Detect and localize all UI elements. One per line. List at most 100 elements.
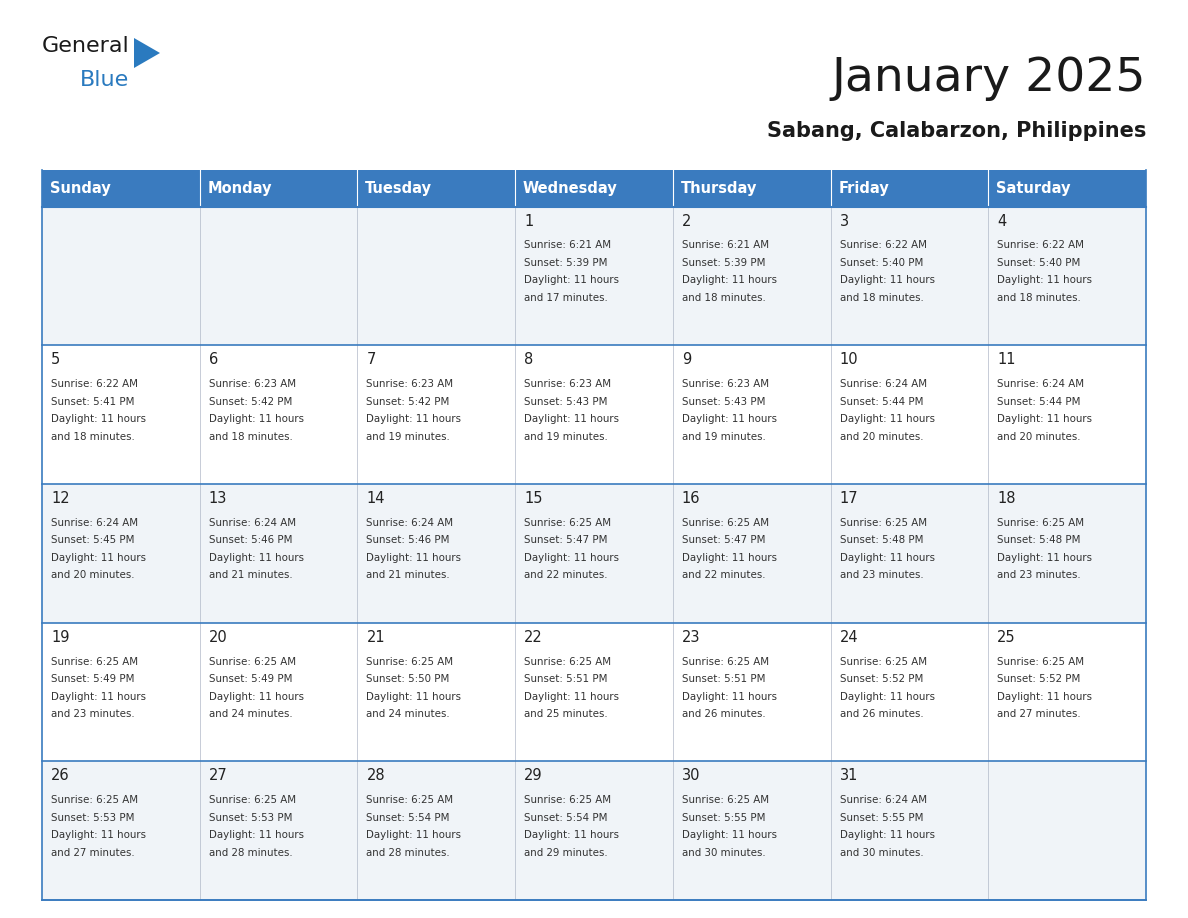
Text: Sunset: 5:50 PM: Sunset: 5:50 PM <box>366 674 450 684</box>
Text: and 19 minutes.: and 19 minutes. <box>682 431 765 442</box>
Text: and 17 minutes.: and 17 minutes. <box>524 293 608 303</box>
Text: Daylight: 11 hours: Daylight: 11 hours <box>840 691 935 701</box>
Text: Sunset: 5:42 PM: Sunset: 5:42 PM <box>366 397 450 407</box>
Bar <box>42 622 1146 761</box>
Text: 5: 5 <box>51 353 61 367</box>
Text: and 22 minutes.: and 22 minutes. <box>524 570 607 580</box>
Text: 3: 3 <box>840 214 848 229</box>
Text: Daylight: 11 hours: Daylight: 11 hours <box>51 553 146 563</box>
Text: Daylight: 11 hours: Daylight: 11 hours <box>997 275 1092 285</box>
Text: Daylight: 11 hours: Daylight: 11 hours <box>524 553 619 563</box>
Text: Sunset: 5:53 PM: Sunset: 5:53 PM <box>51 812 134 823</box>
Text: and 24 minutes.: and 24 minutes. <box>209 709 292 719</box>
Text: 2: 2 <box>682 214 691 229</box>
Text: Sunrise: 6:25 AM: Sunrise: 6:25 AM <box>997 518 1085 528</box>
Text: Sunset: 5:53 PM: Sunset: 5:53 PM <box>209 812 292 823</box>
Text: Sunset: 5:49 PM: Sunset: 5:49 PM <box>51 674 134 684</box>
Text: and 24 minutes.: and 24 minutes. <box>366 709 450 719</box>
Text: 21: 21 <box>366 630 385 644</box>
Text: Sunrise: 6:24 AM: Sunrise: 6:24 AM <box>840 379 927 389</box>
Text: Sunset: 5:54 PM: Sunset: 5:54 PM <box>366 812 450 823</box>
Text: Sunset: 5:45 PM: Sunset: 5:45 PM <box>51 535 134 545</box>
Text: and 20 minutes.: and 20 minutes. <box>997 431 1081 442</box>
Bar <box>42 207 1146 345</box>
Text: and 19 minutes.: and 19 minutes. <box>524 431 608 442</box>
Text: Daylight: 11 hours: Daylight: 11 hours <box>366 414 461 424</box>
Text: and 22 minutes.: and 22 minutes. <box>682 570 765 580</box>
Polygon shape <box>134 38 160 68</box>
Text: Sunrise: 6:22 AM: Sunrise: 6:22 AM <box>840 241 927 251</box>
Text: Sunset: 5:55 PM: Sunset: 5:55 PM <box>682 812 765 823</box>
Text: Daylight: 11 hours: Daylight: 11 hours <box>840 275 935 285</box>
Text: Sunrise: 6:23 AM: Sunrise: 6:23 AM <box>209 379 296 389</box>
Text: Monday: Monday <box>208 181 272 196</box>
Text: and 20 minutes.: and 20 minutes. <box>51 570 134 580</box>
Text: and 25 minutes.: and 25 minutes. <box>524 709 608 719</box>
Text: 22: 22 <box>524 630 543 644</box>
Text: Sunday: Sunday <box>50 181 110 196</box>
Text: Sunset: 5:44 PM: Sunset: 5:44 PM <box>997 397 1081 407</box>
Text: 30: 30 <box>682 768 701 783</box>
Text: Sunrise: 6:25 AM: Sunrise: 6:25 AM <box>366 656 454 666</box>
Text: Daylight: 11 hours: Daylight: 11 hours <box>366 553 461 563</box>
Text: Sunrise: 6:25 AM: Sunrise: 6:25 AM <box>997 656 1085 666</box>
Bar <box>42 345 1146 484</box>
Text: Saturday: Saturday <box>997 181 1070 196</box>
Text: Sunset: 5:52 PM: Sunset: 5:52 PM <box>997 674 1081 684</box>
Text: 24: 24 <box>840 630 858 644</box>
Text: Daylight: 11 hours: Daylight: 11 hours <box>682 414 777 424</box>
Bar <box>42 170 200 207</box>
Text: 18: 18 <box>997 491 1016 506</box>
Text: Daylight: 11 hours: Daylight: 11 hours <box>209 691 304 701</box>
Text: Daylight: 11 hours: Daylight: 11 hours <box>997 553 1092 563</box>
Text: 14: 14 <box>366 491 385 506</box>
Text: Daylight: 11 hours: Daylight: 11 hours <box>209 553 304 563</box>
Text: Sunrise: 6:21 AM: Sunrise: 6:21 AM <box>682 241 769 251</box>
Text: 17: 17 <box>840 491 858 506</box>
Text: 12: 12 <box>51 491 70 506</box>
Text: Daylight: 11 hours: Daylight: 11 hours <box>682 553 777 563</box>
Text: Daylight: 11 hours: Daylight: 11 hours <box>366 691 461 701</box>
Text: Sunset: 5:55 PM: Sunset: 5:55 PM <box>840 812 923 823</box>
Bar <box>672 170 830 207</box>
Text: Sunrise: 6:24 AM: Sunrise: 6:24 AM <box>840 795 927 805</box>
Text: Sunset: 5:39 PM: Sunset: 5:39 PM <box>682 258 765 268</box>
Text: Sunrise: 6:25 AM: Sunrise: 6:25 AM <box>840 656 927 666</box>
Text: Sunset: 5:48 PM: Sunset: 5:48 PM <box>997 535 1081 545</box>
Text: Sunset: 5:51 PM: Sunset: 5:51 PM <box>682 674 765 684</box>
Text: 31: 31 <box>840 768 858 783</box>
Text: Thursday: Thursday <box>681 181 757 196</box>
Text: and 18 minutes.: and 18 minutes. <box>682 293 765 303</box>
Text: 4: 4 <box>997 214 1006 229</box>
Text: 10: 10 <box>840 353 858 367</box>
Text: Daylight: 11 hours: Daylight: 11 hours <box>524 414 619 424</box>
Text: Daylight: 11 hours: Daylight: 11 hours <box>997 691 1092 701</box>
Text: 27: 27 <box>209 768 227 783</box>
Text: Daylight: 11 hours: Daylight: 11 hours <box>51 830 146 840</box>
Text: Sunrise: 6:24 AM: Sunrise: 6:24 AM <box>209 518 296 528</box>
Text: and 29 minutes.: and 29 minutes. <box>524 848 608 857</box>
Text: and 28 minutes.: and 28 minutes. <box>366 848 450 857</box>
Text: General: General <box>42 36 129 56</box>
Text: Daylight: 11 hours: Daylight: 11 hours <box>209 414 304 424</box>
Text: Daylight: 11 hours: Daylight: 11 hours <box>51 414 146 424</box>
Bar <box>358 170 516 207</box>
Text: 6: 6 <box>209 353 217 367</box>
Text: Sunrise: 6:25 AM: Sunrise: 6:25 AM <box>209 795 296 805</box>
Text: 15: 15 <box>524 491 543 506</box>
Bar <box>516 170 672 207</box>
Text: Sunset: 5:39 PM: Sunset: 5:39 PM <box>524 258 607 268</box>
Text: Daylight: 11 hours: Daylight: 11 hours <box>840 830 935 840</box>
Text: Daylight: 11 hours: Daylight: 11 hours <box>524 691 619 701</box>
Text: Sunset: 5:48 PM: Sunset: 5:48 PM <box>840 535 923 545</box>
Text: Daylight: 11 hours: Daylight: 11 hours <box>997 414 1092 424</box>
Text: January 2025: January 2025 <box>832 56 1146 101</box>
Text: Sabang, Calabarzon, Philippines: Sabang, Calabarzon, Philippines <box>766 121 1146 141</box>
Text: 13: 13 <box>209 491 227 506</box>
Text: and 19 minutes.: and 19 minutes. <box>366 431 450 442</box>
Text: Sunset: 5:54 PM: Sunset: 5:54 PM <box>524 812 607 823</box>
Text: Sunrise: 6:25 AM: Sunrise: 6:25 AM <box>524 656 612 666</box>
Text: Sunrise: 6:25 AM: Sunrise: 6:25 AM <box>840 518 927 528</box>
Text: and 27 minutes.: and 27 minutes. <box>997 709 1081 719</box>
Text: Daylight: 11 hours: Daylight: 11 hours <box>840 414 935 424</box>
